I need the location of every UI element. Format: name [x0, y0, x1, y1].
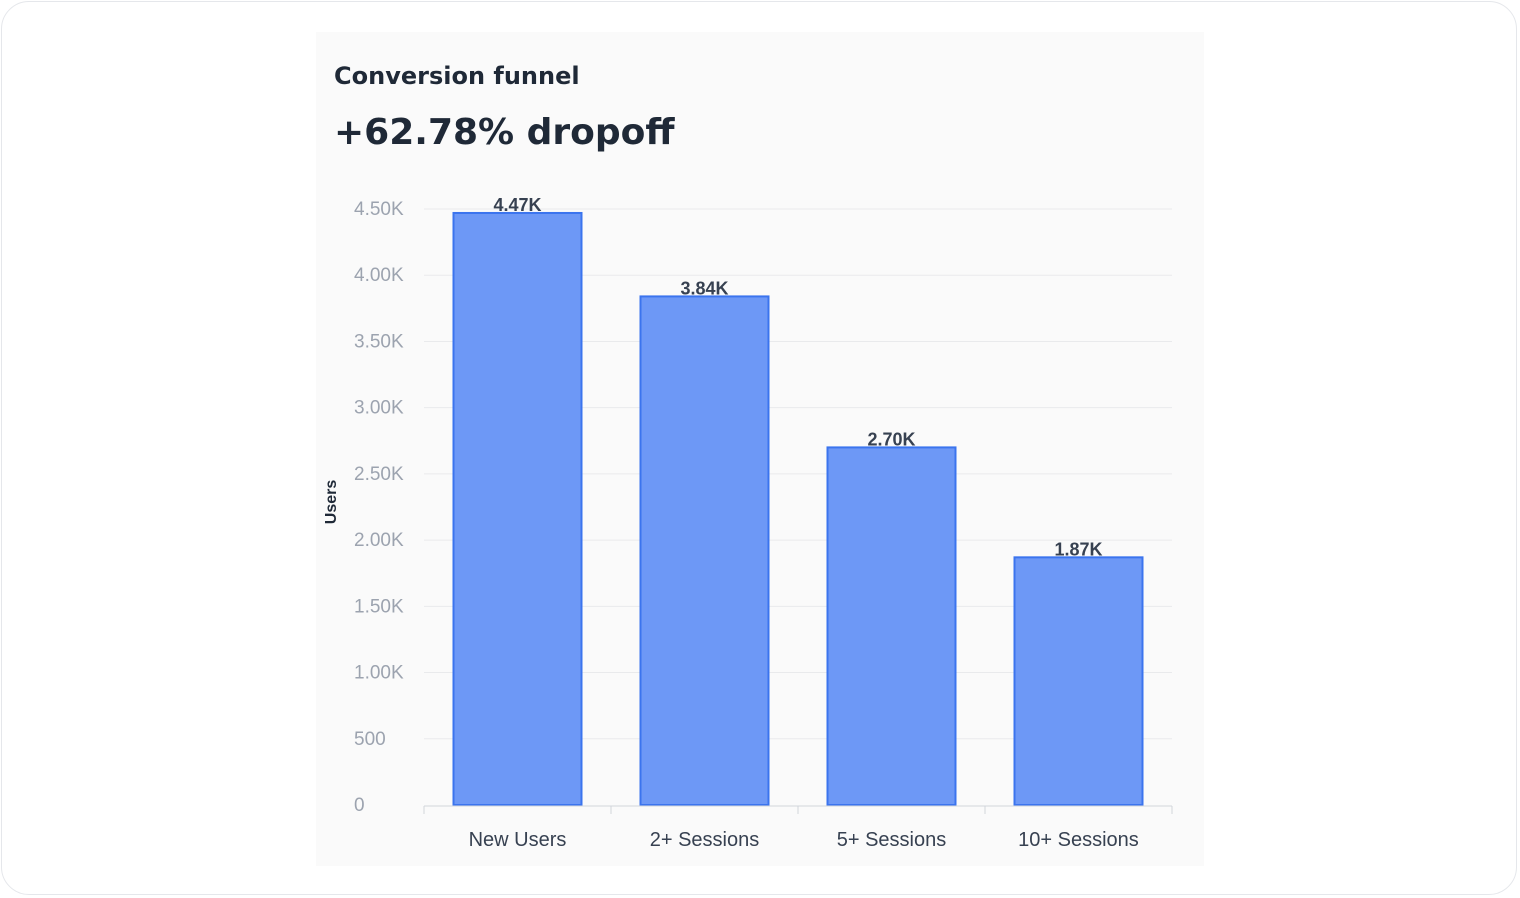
x-category-label: New Users — [469, 829, 567, 851]
bar — [639, 295, 770, 806]
x-axis — [423, 805, 1173, 814]
y-tick-label: 500 — [354, 729, 386, 750]
bar — [826, 446, 957, 806]
y-tick-label: 4.00K — [354, 265, 404, 286]
bar-value-label: 3.84K — [680, 278, 728, 298]
bar-value-label: 4.47K — [493, 195, 541, 215]
x-category-label: 10+ Sessions — [1018, 829, 1139, 851]
y-tick-label: 0 — [354, 795, 365, 816]
y-axis-title: Users — [323, 480, 340, 525]
y-tick-label: 1.00K — [354, 663, 404, 684]
y-axis-ticks: 0 500 1.00K 1.50K 2.00K 2.50K 3.00K 3.50K 4.00K 4… — [354, 199, 404, 816]
value-labels: 4.47K 3.84K 2.70K 1.87K — [493, 195, 1102, 559]
chart-title: Conversion funnel — [334, 62, 580, 90]
y-tick-label: 3.50K — [354, 331, 404, 352]
y-tick-label: 3.00K — [354, 398, 404, 419]
bars — [452, 211, 1144, 807]
y-tick-label: 4.50K — [354, 199, 404, 220]
x-category-label: 2+ Sessions — [650, 829, 760, 851]
bar — [1013, 556, 1144, 807]
y-tick-label: 2.00K — [354, 530, 404, 551]
bar-value-label: 1.87K — [1054, 539, 1102, 559]
bar-value-label: 2.70K — [867, 429, 915, 449]
y-tick-label: 1.50K — [354, 596, 404, 617]
x-axis-labels: New Users 2+ Sessions 5+ Sessions 10+ Sessi… — [469, 829, 1139, 851]
dropoff-headline: +62.78% dropoff — [334, 112, 675, 153]
x-category-label: 5+ Sessions — [837, 829, 947, 851]
bar — [452, 211, 583, 806]
y-tick-label: 2.50K — [354, 464, 404, 485]
